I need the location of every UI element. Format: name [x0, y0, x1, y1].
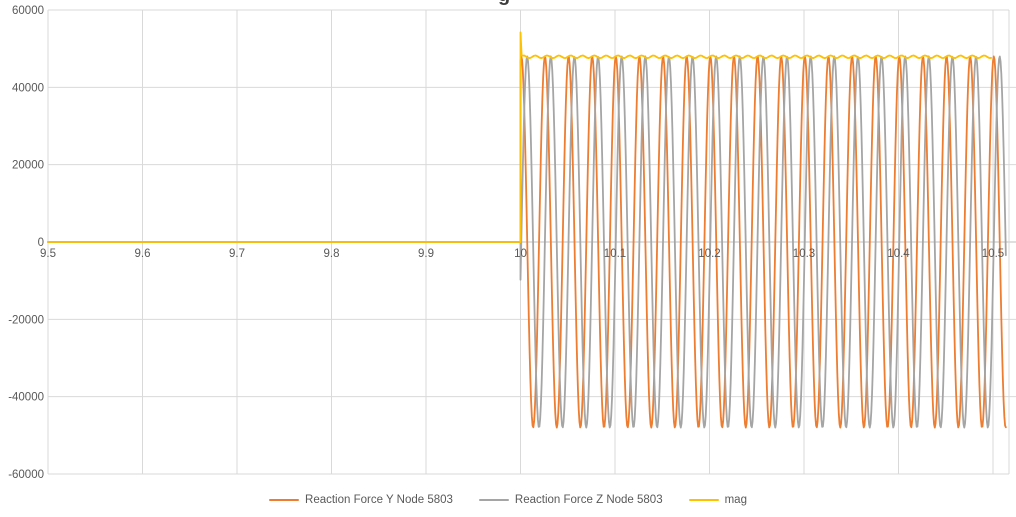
x-axis-tick-label: 10.4 — [887, 248, 910, 260]
legend-line-swatch — [688, 498, 719, 502]
legend-line-swatch — [269, 498, 300, 502]
x-axis-tick-label: 9.9 — [418, 248, 434, 260]
left-edge-cropped-label: 0 — [0, 247, 5, 263]
x-axis-tick-label: 9.8 — [324, 248, 340, 260]
y-axis-tick-label: -60000 — [8, 469, 44, 481]
x-axis-tick-label: 10.5 — [982, 248, 1004, 260]
series-lines — [47, 31, 1007, 429]
chart-title-glyph: g — [498, 0, 510, 6]
series-line-mag[interactable] — [47, 31, 993, 243]
series-line-reaction-force-z-node-5803[interactable] — [47, 55, 1007, 429]
legend-item-mag[interactable]: mag — [688, 494, 747, 506]
legend-line-swatch — [478, 498, 509, 502]
x-axis-tick-label: 10.3 — [793, 248, 815, 260]
y-axis-tick-label: -40000 — [8, 392, 44, 404]
legend-label: Reaction Force Z Node 5803 — [514, 494, 663, 506]
x-axis-tick-label: 10.1 — [604, 248, 626, 260]
chart-title-cropped: g — [490, 0, 534, 6]
y-axis-tick-label: 20000 — [12, 160, 44, 172]
legend-item-reaction-force-y-node-5803[interactable]: Reaction Force Y Node 5803 — [269, 494, 453, 506]
legend-label: Reaction Force Y Node 5803 — [305, 494, 453, 506]
x-axis-tick-label: 10.2 — [698, 248, 720, 260]
y-axis-tick-label: -20000 — [8, 314, 44, 326]
axis-tick-labels: 60000 40000 20000 0 -20000 -40000 -60000 9.5 9.6… — [8, 5, 1004, 481]
x-axis-tick-label: 9.7 — [229, 248, 245, 260]
legend-label: mag — [724, 494, 747, 506]
legend-item-reaction-force-z-node-5803[interactable]: Reaction Force Z Node 5803 — [478, 494, 663, 506]
y-axis-tick-label: 0 — [38, 237, 44, 249]
y-axis-tick-label: 40000 — [12, 82, 44, 94]
x-axis-tick-label: 9.6 — [135, 248, 151, 260]
x-axis-tick-label: 10 — [514, 248, 527, 260]
y-axis-tick-label: 60000 — [12, 5, 44, 17]
chart-legend: Reaction Force Y Node 5803 Reaction Force… — [0, 494, 1016, 506]
x-axis-tick-label: 9.5 — [40, 248, 56, 260]
series-line-reaction-force-y-node-5803[interactable] — [47, 55, 1007, 429]
